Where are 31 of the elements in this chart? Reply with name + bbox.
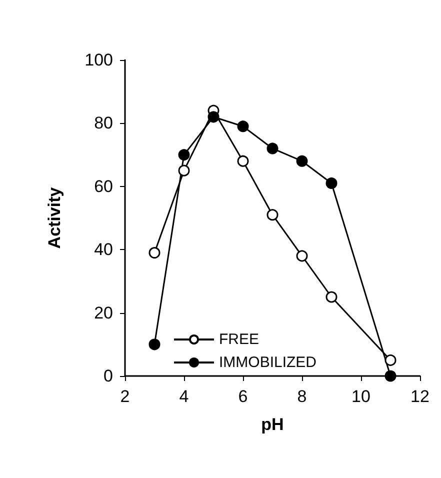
point bbox=[148, 247, 160, 259]
y-tick-label: 20 bbox=[94, 303, 113, 322]
x-tick-label: 2 bbox=[120, 387, 130, 406]
point bbox=[178, 149, 190, 161]
y-tick-label: 40 bbox=[94, 240, 113, 260]
x-tick-label: 12 bbox=[410, 387, 430, 406]
point bbox=[237, 155, 249, 167]
y-tick-label: 100 bbox=[84, 50, 113, 70]
point bbox=[384, 370, 396, 382]
point bbox=[296, 155, 308, 167]
x-tick-label: 8 bbox=[297, 387, 307, 406]
point bbox=[296, 250, 308, 262]
x-tick-label: 10 bbox=[352, 387, 370, 406]
point bbox=[266, 209, 278, 221]
y-tick-label: 60 bbox=[94, 176, 113, 196]
y-tick-label: 80 bbox=[94, 114, 113, 133]
legend-label: FREE bbox=[219, 331, 260, 348]
legend-label: IMMOBILIZED bbox=[219, 354, 317, 371]
y-tick-label: 0 bbox=[104, 366, 113, 386]
x-tick-label: 4 bbox=[179, 387, 189, 406]
y-axis-title: Activity bbox=[45, 186, 64, 249]
x-tick-label: 6 bbox=[238, 387, 248, 406]
point bbox=[326, 177, 338, 189]
point bbox=[384, 354, 396, 366]
point bbox=[208, 111, 220, 123]
point bbox=[178, 164, 190, 176]
point bbox=[326, 291, 338, 303]
x-axis-title: pH bbox=[261, 415, 284, 434]
point bbox=[266, 142, 278, 154]
point bbox=[237, 120, 249, 132]
point bbox=[148, 338, 160, 350]
